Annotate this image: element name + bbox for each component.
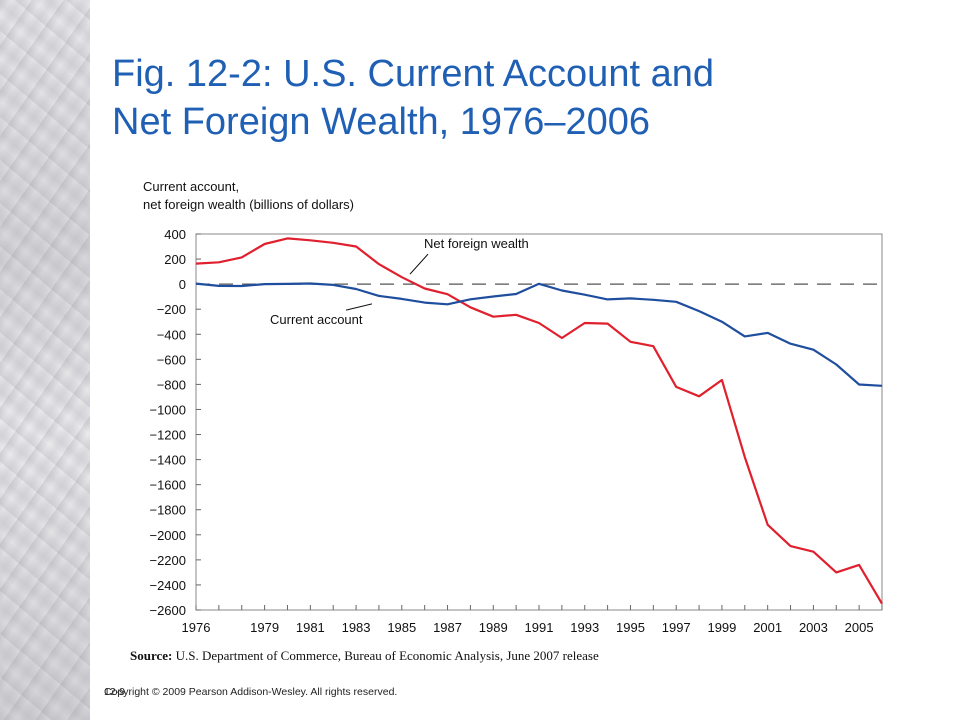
x-tick-label: 1989 [479, 620, 508, 635]
y-tick-label: 400 [164, 227, 186, 242]
y-tick-label: −2400 [149, 578, 186, 593]
y-tick-label: −2200 [149, 553, 186, 568]
slide-number: 12-9 [104, 686, 126, 698]
slide-title-line-2: Net Foreign Wealth, 1976–2006 [112, 101, 650, 143]
y-tick-label: 0 [179, 277, 186, 292]
x-tick-label: 1985 [387, 620, 416, 635]
y-tick-label: −600 [157, 352, 186, 367]
y-tick-label: −200 [157, 302, 186, 317]
x-tick-label: 1983 [342, 620, 371, 635]
annotation-current-account: Current account [270, 312, 363, 327]
y-axis-label-line-2: net foreign wealth (billions of dollars) [143, 197, 354, 212]
annotation-net-foreign-wealth: Net foreign wealth [424, 236, 529, 251]
slide-title-line-1: Fig. 12-2: U.S. Current Account and [112, 53, 714, 95]
y-tick-label: 200 [164, 252, 186, 267]
copyright-notice: Copyright © 2009 Pearson Addison-Wesley.… [104, 686, 398, 698]
y-tick-label: −1800 [149, 503, 186, 518]
plot-frame [195, 233, 883, 611]
y-tick-label: −1600 [149, 478, 186, 493]
x-tick-label: 1997 [662, 620, 691, 635]
x-tick-label: 2005 [845, 620, 874, 635]
source-note: Source: U.S. Department of Commerce, Bur… [130, 648, 599, 664]
marble-side-border [0, 0, 90, 720]
x-tick-label: 1976 [182, 620, 211, 635]
x-tick-label: 2001 [753, 620, 782, 635]
slide-title: Fig. 12-2: U.S. Current Account and Net … [112, 50, 932, 146]
x-tick-label: 1993 [570, 620, 599, 635]
y-tick-label: −400 [157, 327, 186, 342]
x-tick-label: 1987 [433, 620, 462, 635]
annotation-leader-net-foreign-wealth [409, 253, 429, 275]
annotation-leader-current-account [345, 303, 373, 311]
current-account-line [195, 282, 883, 387]
y-tick-label: −1400 [149, 453, 186, 468]
y-axis-label-line-1: Current account, [143, 179, 239, 194]
y-tick-label: −1000 [149, 402, 186, 417]
x-tick-label: 1991 [525, 620, 554, 635]
y-tick-label: −2600 [149, 603, 186, 618]
x-tick-label: 1979 [250, 620, 279, 635]
x-tick-label: 2003 [799, 620, 828, 635]
source-text: U.S. Department of Commerce, Bureau of E… [175, 648, 599, 663]
x-tick-label: 1999 [707, 620, 736, 635]
x-tick-label: 1995 [616, 620, 645, 635]
x-tick-label: 1981 [296, 620, 325, 635]
net-foreign-wealth-line [195, 237, 883, 605]
y-tick-label: −2000 [149, 528, 186, 543]
source-label: Source: [130, 648, 173, 663]
y-tick-label: −1200 [149, 428, 186, 443]
y-tick-label: −800 [157, 377, 186, 392]
